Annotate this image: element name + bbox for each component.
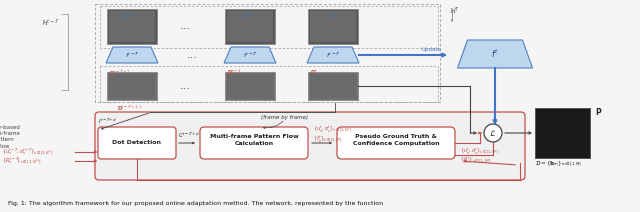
Text: P: P xyxy=(595,108,601,117)
Text: $\mathcal{L}$: $\mathcal{L}$ xyxy=(490,128,497,138)
Text: $\mathbf{D}^{t-1}$: $\mathbf{D}^{t-1}$ xyxy=(227,68,242,77)
Text: $\{u_s^t,\sigma_s^t\}_{s\in[1,N^s]}$: $\{u_s^t,\sigma_s^t\}_{s\in[1,N^s]}$ xyxy=(460,147,499,157)
Text: $\{f_k^t\}_{k\in[1,N^t]}$: $\{f_k^t\}_{k\in[1,N^t]}$ xyxy=(313,135,343,145)
Bar xyxy=(225,9,275,44)
Polygon shape xyxy=(106,47,158,63)
Bar xyxy=(109,74,155,98)
Text: $\{u_s^{t-\mathcal{T}},\sigma_s^{t-\mathcal{T}}\}_{s\in[1,N^s]}$: $\{u_s^{t-\mathcal{T}},\sigma_s^{t-\math… xyxy=(2,147,53,157)
Text: $I^{t-\mathcal{T}+d}$: $I^{t-\mathcal{T}+d}$ xyxy=(98,116,117,126)
Text: $\mathcal{D}=\{\mathbf{b}_m\}_{m\in[1,M]}$: $\mathcal{D}=\{\mathbf{b}_m\}_{m\in[1,M]… xyxy=(535,160,582,169)
Text: $\mathbf{D}^{t-\mathcal{T}+1:t}$: $\mathbf{D}^{t-\mathcal{T}+1:t}$ xyxy=(116,103,143,113)
Bar xyxy=(225,72,275,100)
Text: $f^{t}$: $f^{t}$ xyxy=(491,48,499,60)
Text: $\mathcal{H}^{t-\mathcal{T}}$: $\mathcal{H}^{t-\mathcal{T}}$ xyxy=(40,17,60,28)
Text: $f^{t-\mathcal{T}}$: $f^{t-\mathcal{T}}$ xyxy=(243,50,257,60)
Bar xyxy=(310,11,356,42)
Text: $\{u_s^t,\sigma_s^t\}_{s\in[1,N^s]}$: $\{u_s^t,\sigma_s^t\}_{s\in[1,N^s]}$ xyxy=(313,125,352,135)
Bar xyxy=(535,108,590,158)
Bar xyxy=(310,74,356,98)
Polygon shape xyxy=(307,47,359,63)
Bar xyxy=(227,74,273,98)
Bar xyxy=(100,66,438,102)
Text: $f^{t-\mathcal{T}}$: $f^{t-\mathcal{T}}$ xyxy=(326,50,340,60)
Text: Multi-frame Pattern Flow
Calculation: Multi-frame Pattern Flow Calculation xyxy=(210,134,298,146)
Bar xyxy=(227,11,273,42)
Polygon shape xyxy=(458,40,532,68)
Circle shape xyxy=(484,124,502,142)
FancyBboxPatch shape xyxy=(200,127,308,159)
Text: Update: Update xyxy=(422,47,442,52)
Bar xyxy=(308,72,358,100)
Polygon shape xyxy=(224,47,276,63)
Text: $\{R_s^{t-\mathcal{T}}\}_{s\in[1,N^{s,t}]}$: $\{R_s^{t-\mathcal{T}}\}_{s\in[1,N^{s,t}… xyxy=(2,156,42,166)
Text: $\{R_s^t\}_{s\in[1,N^t]}$: $\{R_s^t\}_{s\in[1,N^t]}$ xyxy=(460,156,492,166)
Text: $C^{t-\mathcal{T}+d}$: $C^{t-\mathcal{T}+d}$ xyxy=(178,130,200,140)
Text: $\mathcal{H}^{T}$: $\mathcal{H}^{T}$ xyxy=(449,6,460,17)
Text: (frame by frame): (frame by frame) xyxy=(261,116,308,120)
FancyBboxPatch shape xyxy=(95,112,525,180)
FancyBboxPatch shape xyxy=(98,127,176,159)
Bar xyxy=(107,72,157,100)
Text: $\mathbf{I}^{t-1}$: $\mathbf{I}^{t-1}$ xyxy=(243,12,257,21)
Text: Filter-based
Multi-frame
Pattern
Flow: Filter-based Multi-frame Pattern Flow xyxy=(0,125,20,149)
Bar xyxy=(107,9,157,44)
Bar xyxy=(100,6,438,48)
Text: ...: ... xyxy=(180,81,191,91)
Text: $\mathbf{D}^{t}$: $\mathbf{D}^{t}$ xyxy=(310,68,318,77)
Text: Dot Detection: Dot Detection xyxy=(113,141,161,145)
Text: $\mathbf{D}^{t-\mathcal{T}+1}$: $\mathbf{D}^{t-\mathcal{T}+1}$ xyxy=(109,68,131,78)
Text: ...: ... xyxy=(187,50,197,60)
FancyBboxPatch shape xyxy=(337,127,455,159)
Text: Fig. 1: The algorithm framework for our proposed online adaptation method. The n: Fig. 1: The algorithm framework for our … xyxy=(8,201,383,206)
Text: $\mathbf{I}^{t-\mathcal{T}+1}$: $\mathbf{I}^{t-\mathcal{T}+1}$ xyxy=(122,12,143,22)
Text: ...: ... xyxy=(180,21,191,31)
Text: $f^{t-\mathcal{T}}$: $f^{t-\mathcal{T}}$ xyxy=(125,50,140,60)
Text: $\mathbf{I}^{t}$: $\mathbf{I}^{t}$ xyxy=(330,12,336,21)
Text: Pseudo Ground Truth &
Confidence Computation: Pseudo Ground Truth & Confidence Computa… xyxy=(353,134,439,146)
Bar xyxy=(109,11,155,42)
Bar xyxy=(308,9,358,44)
Bar xyxy=(95,4,440,102)
